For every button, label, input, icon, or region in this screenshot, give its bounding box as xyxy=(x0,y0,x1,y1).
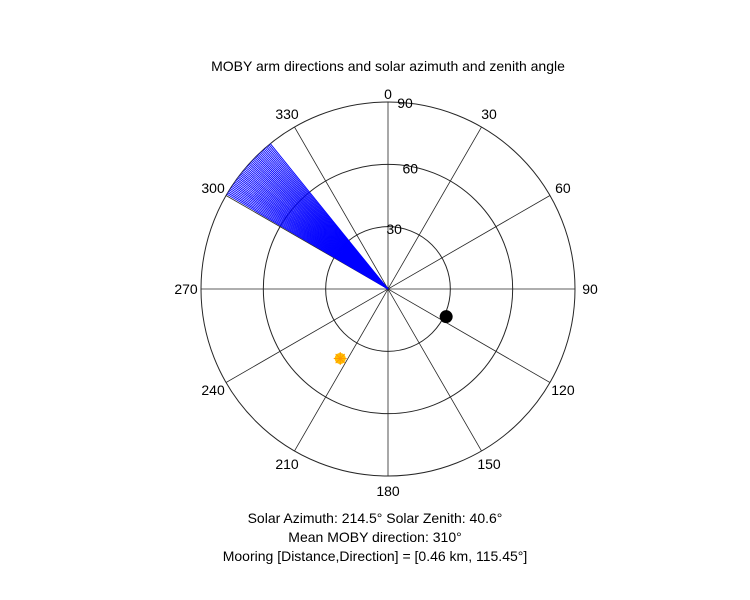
angle-tick-label-210: 210 xyxy=(275,456,299,472)
moby-direction-caption: Mean MOBY direction: 310° xyxy=(288,529,462,545)
angle-tick-label-30: 30 xyxy=(481,106,497,122)
mooring-marker xyxy=(439,310,453,324)
angle-tick-label-0: 0 xyxy=(384,86,392,102)
moby-arm-line xyxy=(269,143,389,290)
angle-tick-label-150: 150 xyxy=(477,456,501,472)
markers xyxy=(333,310,453,366)
angle-tick-label-330: 330 xyxy=(275,106,299,122)
angle-tick-label-270: 270 xyxy=(174,281,198,297)
angle-tick-label-120: 120 xyxy=(551,382,575,398)
angle-tick-label-90: 90 xyxy=(582,281,598,297)
radial-tick-labels: 30 60 90 xyxy=(386,95,418,237)
moby-arm-directions xyxy=(226,143,389,290)
radial-tick-label-90: 90 xyxy=(397,95,413,111)
angle-tick-label-300: 300 xyxy=(201,180,225,196)
radial-tick-label-30: 30 xyxy=(386,221,402,237)
mooring-caption: Mooring [Distance,Direction] = [0.46 km,… xyxy=(222,548,528,564)
angle-tick-labels: 0 30 60 90 120 150 180 210 240 270 300 330 xyxy=(174,86,598,499)
angle-tick-label-240: 240 xyxy=(201,382,225,398)
sun-ray xyxy=(335,353,346,364)
chart-title: MOBY arm directions and solar azimuth an… xyxy=(211,58,565,74)
radial-tick-label-60: 60 xyxy=(402,161,418,177)
solar-caption: Solar Azimuth: 214.5° Solar Zenith: 40.6… xyxy=(247,510,503,526)
angle-tick-label-60: 60 xyxy=(555,180,571,196)
angle-tick-label-180: 180 xyxy=(376,483,400,499)
